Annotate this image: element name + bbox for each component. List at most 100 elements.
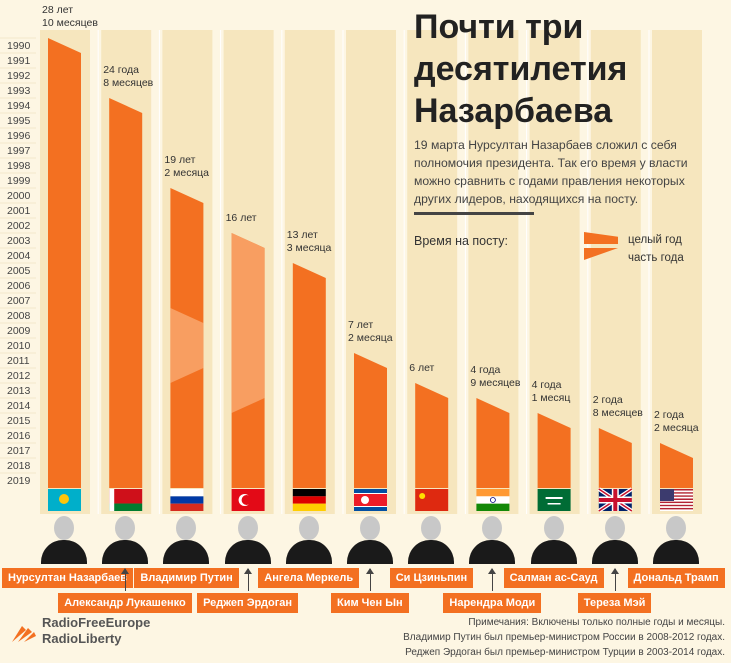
sa-flag (537, 489, 571, 511)
duration-label: 8 месяцев (103, 77, 153, 89)
leader-portrait (98, 514, 152, 564)
rferl-logo: RadioFreeEurope RadioLiberty (8, 615, 150, 647)
year-tick-label: 1993 (7, 85, 31, 97)
cn-flag (415, 489, 449, 511)
tenure-bar (109, 98, 143, 488)
divider (414, 212, 534, 215)
leader-portrait (343, 514, 397, 564)
tenure-bar (598, 428, 632, 488)
year-tick-label: 2006 (7, 280, 31, 292)
tenure-bar (415, 383, 449, 488)
title-line: Почти три (414, 8, 584, 46)
ru-flag (170, 489, 204, 511)
year-tick-label: 2009 (7, 325, 31, 337)
year-tick-label: 1996 (7, 130, 31, 142)
pointer-arrow-icon (121, 568, 130, 591)
duration-label: 9 месяцев (470, 377, 520, 389)
year-tick-label: 2007 (7, 295, 31, 307)
year-tick-label: 2014 (7, 400, 31, 412)
duration-label: 16 лет (226, 212, 257, 224)
duration-label: 2 года (654, 409, 684, 421)
duration-label: 13 лет (287, 229, 318, 241)
duration-label: 24 года (103, 64, 139, 76)
year-tick-label: 2011 (7, 355, 30, 367)
column-band (652, 30, 702, 514)
prime-minister-segment (170, 308, 204, 383)
logo-line: RadioLiberty (42, 631, 122, 646)
duration-label: 6 лет (409, 362, 434, 374)
by-flag (109, 489, 143, 511)
leader-portraits (0, 514, 731, 564)
year-tick-label: 2002 (7, 220, 31, 232)
kz-flag (48, 489, 81, 511)
footnote: Реджеп Эрдоган был премьер-министром Тур… (405, 647, 725, 658)
year-tick-label: 2003 (7, 235, 31, 247)
footnotes: Примечания: Включены только полные годы … (403, 615, 725, 660)
year-tick-label: 1990 (7, 40, 31, 52)
year-tick-label: 2004 (7, 250, 31, 262)
duration-label: 4 года (532, 379, 562, 391)
us-flag (660, 489, 693, 511)
pointer-arrow-icon (243, 568, 252, 591)
year-tick-label: 2005 (7, 265, 31, 277)
leader-portrait (37, 514, 91, 564)
year-tick-label: 2015 (7, 415, 31, 427)
duration-label: 1 месяц (532, 392, 571, 404)
duration-label: 28 лет (42, 4, 73, 16)
leader-portrait (159, 514, 213, 564)
in-flag (476, 489, 510, 511)
microphone-logo-icon (8, 616, 38, 646)
year-tick-label: 1999 (7, 175, 31, 187)
footnote: Владимир Путин был премьер-министром Рос… (403, 632, 725, 643)
kp-flag (354, 489, 387, 511)
tenure-bar (292, 263, 326, 488)
pointer-arrow-icon (366, 568, 374, 591)
duration-label: 2 месяца (348, 332, 393, 344)
legend-title: Время на посту: (414, 234, 508, 248)
tenure-bar (48, 38, 81, 488)
leader-name-label: Нурсултан Назарбаев (2, 568, 134, 588)
year-tick-label: 2013 (7, 385, 31, 397)
leader-name-label: Тереза Мэй (577, 593, 652, 613)
de-flag (292, 489, 326, 511)
tenure-bar (537, 413, 571, 488)
leader-name-label: Ангела Меркель (258, 568, 360, 588)
description: 19 марта Нурсултан Назарбаев сложил с се… (414, 138, 688, 206)
leader-portrait (404, 514, 458, 564)
tenure-bar (476, 398, 510, 488)
leader-name-label: Салман ас-Сауд (503, 568, 604, 588)
leader-name-label: Нарендра Моди (443, 593, 542, 613)
leader-portrait (527, 514, 581, 564)
prime-minister-segment (231, 233, 265, 413)
leader-name-label: Реджеп Эрдоган (197, 593, 299, 613)
tenure-bar (660, 443, 693, 488)
duration-label: 2 месяца (654, 422, 699, 434)
year-tick-label: 2001 (7, 205, 31, 217)
year-tick-label: 2000 (7, 190, 31, 202)
tr-flag (231, 489, 265, 511)
year-tick-label: 1992 (7, 70, 31, 82)
title-line: десятилетия (414, 50, 628, 88)
duration-label: 7 лет (348, 319, 373, 331)
legend-full-year-label: целый год (628, 234, 682, 246)
footnote: Примечания: Включены только полные годы … (468, 617, 725, 628)
year-tick-label: 2012 (7, 370, 31, 382)
year-tick-label: 1997 (7, 145, 31, 157)
duration-label: 3 месяца (287, 242, 332, 254)
year-tick-label: 1995 (7, 115, 31, 127)
year-tick-label: 1994 (7, 100, 31, 112)
year-tick-label: 2016 (7, 430, 31, 442)
year-tick-label: 2010 (7, 340, 31, 352)
tenure-chart: 1990 1991 1992 1993 1994 1995 1996 1997 1998 1999… (0, 4, 702, 514)
year-tick-label: 1991 (7, 55, 31, 67)
title-line: Назарбаева (414, 92, 613, 130)
year-tick-label: 2018 (7, 460, 31, 472)
leader-portrait (465, 514, 519, 564)
leader-portrait (649, 514, 703, 564)
duration-label: 19 лет (164, 154, 195, 166)
year-tick-label: 2017 (7, 445, 31, 457)
duration-label: 10 месяцев (42, 17, 98, 29)
logo-line: RadioFreeEurope (42, 615, 151, 630)
leader-portrait (221, 514, 275, 564)
leader-name-label: Дональд Трамп (627, 568, 725, 588)
